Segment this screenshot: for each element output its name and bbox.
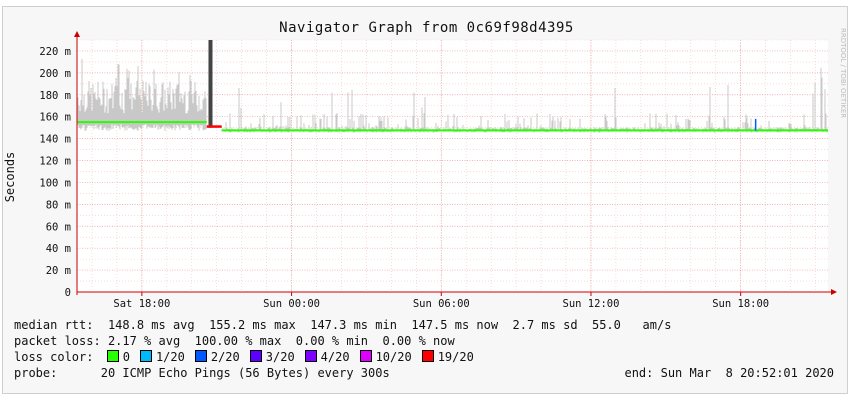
loss-color-label-text: 2/20 (210, 350, 240, 364)
y-tick-label: 120 m (39, 156, 71, 168)
loss-color-entry: 10/20 (354, 350, 412, 364)
packet-loss-values: 2.17 % avg 100.00 % max 0.00 % min 0.00 … (107, 334, 455, 348)
y-tick-label: 40 m (46, 243, 71, 255)
y-tick-label: 180 m (39, 90, 71, 102)
end-time: end: Sun Mar 8 20:52:01 2020 (624, 366, 834, 380)
median-rtt-values: 148.8 ms avg 155.2 ms max 147.3 ms min 1… (107, 318, 672, 332)
loss-color-label-text: 4/20 (320, 350, 350, 364)
y-tick-label: 80 m (46, 199, 71, 211)
loss-color-label-text: 19/20 (437, 350, 474, 364)
x-tick-label: Sun 00:00 (263, 298, 320, 310)
plot-background (77, 40, 828, 292)
loss-color-entry: 3/20 (244, 350, 295, 364)
loss-color-entry: 2/20 (189, 350, 240, 364)
axes (74, 31, 837, 296)
loss-color-entry: 4/20 (299, 350, 350, 364)
y-tick-label: 220 m (39, 46, 71, 58)
loss-color-swatch (304, 350, 317, 362)
y-tick-label: 100 m (39, 177, 71, 189)
loss-color-label-text: 0 (122, 350, 130, 364)
stats-loss-color: loss color: 0 1/20 2/20 3/20 4/20 10/20 19/20 (14, 350, 478, 364)
loss-color-entry: 1/20 (134, 350, 185, 364)
y-tick-label: 140 m (39, 134, 71, 146)
loss-color-entry: 0 (101, 350, 130, 364)
loss-color-label-text: 3/20 (265, 350, 295, 364)
probe-label: probe: (14, 366, 58, 380)
y-tick-label: 20 m (46, 265, 71, 277)
loss-color-swatch (359, 350, 372, 362)
loss-color-entry: 19/20 (416, 350, 474, 364)
loss-color-swatch (421, 350, 434, 362)
x-tick-label: Sun 12:00 (563, 298, 620, 310)
loss-color-label-text: 1/20 (155, 350, 185, 364)
x-tick-label: Sat 18:00 (113, 298, 170, 310)
x-tick-label: Sun 18:00 (712, 298, 769, 310)
tick-labels: 0 20 m 40 m 60 m 80 m 100 m 120 m 140 m 160 m 180… (39, 46, 769, 310)
loss-color-swatch (106, 350, 119, 362)
loss-color-legend: 0 1/20 2/20 3/20 4/20 10/20 19/20 (101, 350, 478, 364)
smoke-area (77, 40, 828, 133)
y-axis-arrow (74, 31, 80, 37)
stats-probe: probe: 20 ICMP Echo Pings (56 Bytes) eve… (14, 366, 834, 380)
loss-color-swatch (249, 350, 262, 362)
outage-bar (208, 40, 213, 128)
probe-value: 20 ICMP Echo Pings (56 Bytes) every 300s (100, 366, 390, 380)
rrdtool-watermark: RRDTOOL / TOBI OETIKER (839, 28, 847, 119)
loss-color-swatch (139, 350, 152, 362)
grid-lines (77, 39, 828, 292)
y-tick-label: 60 m (46, 221, 71, 233)
median-rtt-label: median rtt: (14, 318, 94, 332)
median-line (77, 118, 828, 132)
packet-loss-label: packet loss: (14, 334, 101, 348)
stats-median-rtt: median rtt: 148.8 ms avg 155.2 ms max 14… (14, 318, 671, 332)
chart-title: Navigator Graph from 0c69f98d4395 (279, 20, 574, 36)
stats-packet-loss: packet loss: 2.17 % avg 100.00 % max 0.0… (14, 334, 455, 348)
loss-color-label: loss color: (14, 350, 94, 364)
loss-color-swatch (194, 350, 207, 362)
y-tick-label: 160 m (39, 112, 71, 124)
y-tick-label: 0 (65, 287, 71, 299)
x-axis-arrow (831, 289, 837, 295)
y-tick-label: 200 m (39, 68, 71, 80)
x-tick-label: Sun 06:00 (413, 298, 470, 310)
loss-color-label-text: 10/20 (375, 350, 412, 364)
